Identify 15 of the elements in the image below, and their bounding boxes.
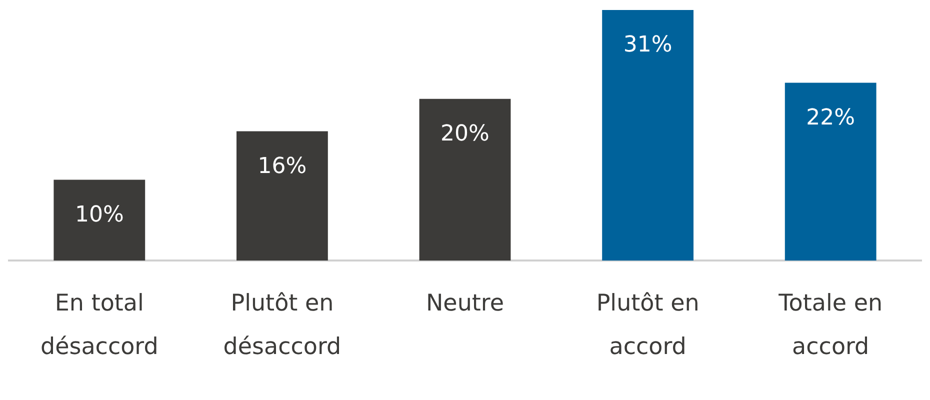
data-label: 20% [440, 122, 490, 147]
data-label: 10% [74, 202, 124, 228]
x-tick-label: Totale en accord [778, 290, 883, 360]
data-label: 31% [623, 32, 672, 58]
x-tick-label: Plutôt en accord [596, 290, 700, 360]
bar [419, 98, 511, 261]
bar [236, 131, 328, 261]
x-tick-label: Plutôt en désaccord [223, 290, 342, 360]
data-label: 16% [258, 154, 307, 179]
x-tick-label: En total désaccord [40, 290, 158, 360]
data-label: 22% [806, 105, 856, 130]
bar [54, 180, 146, 261]
x-tick-label: Neutre [426, 290, 504, 316]
bar [602, 10, 694, 261]
bar [784, 82, 876, 261]
